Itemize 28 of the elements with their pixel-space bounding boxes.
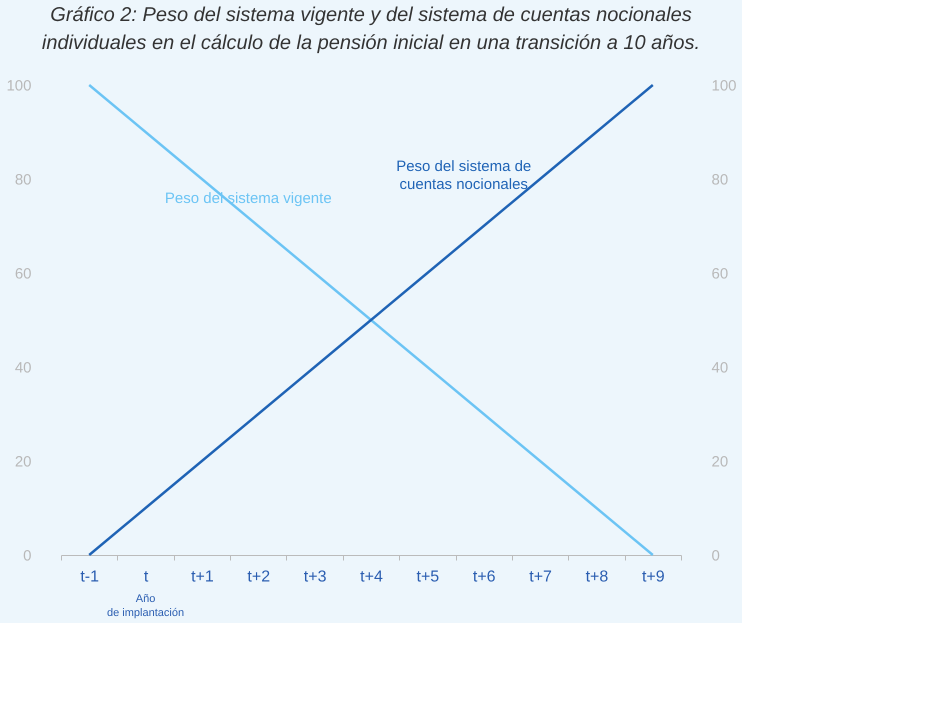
x-tick-label: t+6 xyxy=(472,568,496,586)
y2-tick-label: 80 xyxy=(712,172,728,188)
x-tick-label: t+7 xyxy=(529,568,552,586)
x-tick-label: t+9 xyxy=(642,568,665,586)
y-tick-label: 80 xyxy=(14,172,32,188)
y-tick-label: 20 xyxy=(14,454,32,470)
y-tick-label: 60 xyxy=(14,266,32,282)
y-tick-label: 100 xyxy=(6,78,32,94)
y2-tick-label: 40 xyxy=(712,360,728,376)
x-tick-label: t+5 xyxy=(416,568,440,586)
y-tick-label: 0 xyxy=(23,548,32,564)
x-tick-label: t+4 xyxy=(360,568,383,586)
text: Gráfico 2: Peso del sistema vigente y del sistema de cuentas nocionales xyxy=(50,4,692,26)
y2-tick-label: 0 xyxy=(712,548,720,564)
y2-tick-label: 100 xyxy=(712,78,737,94)
text: Año de implantación xyxy=(107,593,184,619)
x-tick-label: t+8 xyxy=(586,568,608,586)
line-series xyxy=(88,84,654,556)
text: individuales en el cálculo de la pensión inicial en una transición a 10 años. xyxy=(42,32,700,54)
x-tick-label: t-1 xyxy=(80,568,100,586)
series-label: Peso del sistema de cuentas nocionales xyxy=(396,158,532,193)
x-tick-label: t xyxy=(144,568,149,586)
y2-tick-label: 20 xyxy=(712,454,728,470)
y-tick-label: 40 xyxy=(14,360,32,376)
x-tick-label: t+3 xyxy=(304,568,327,586)
y2-tick-label: 60 xyxy=(712,266,728,282)
x-tick-label: t+1 xyxy=(191,568,214,586)
x-tick-label: t+2 xyxy=(247,568,270,586)
